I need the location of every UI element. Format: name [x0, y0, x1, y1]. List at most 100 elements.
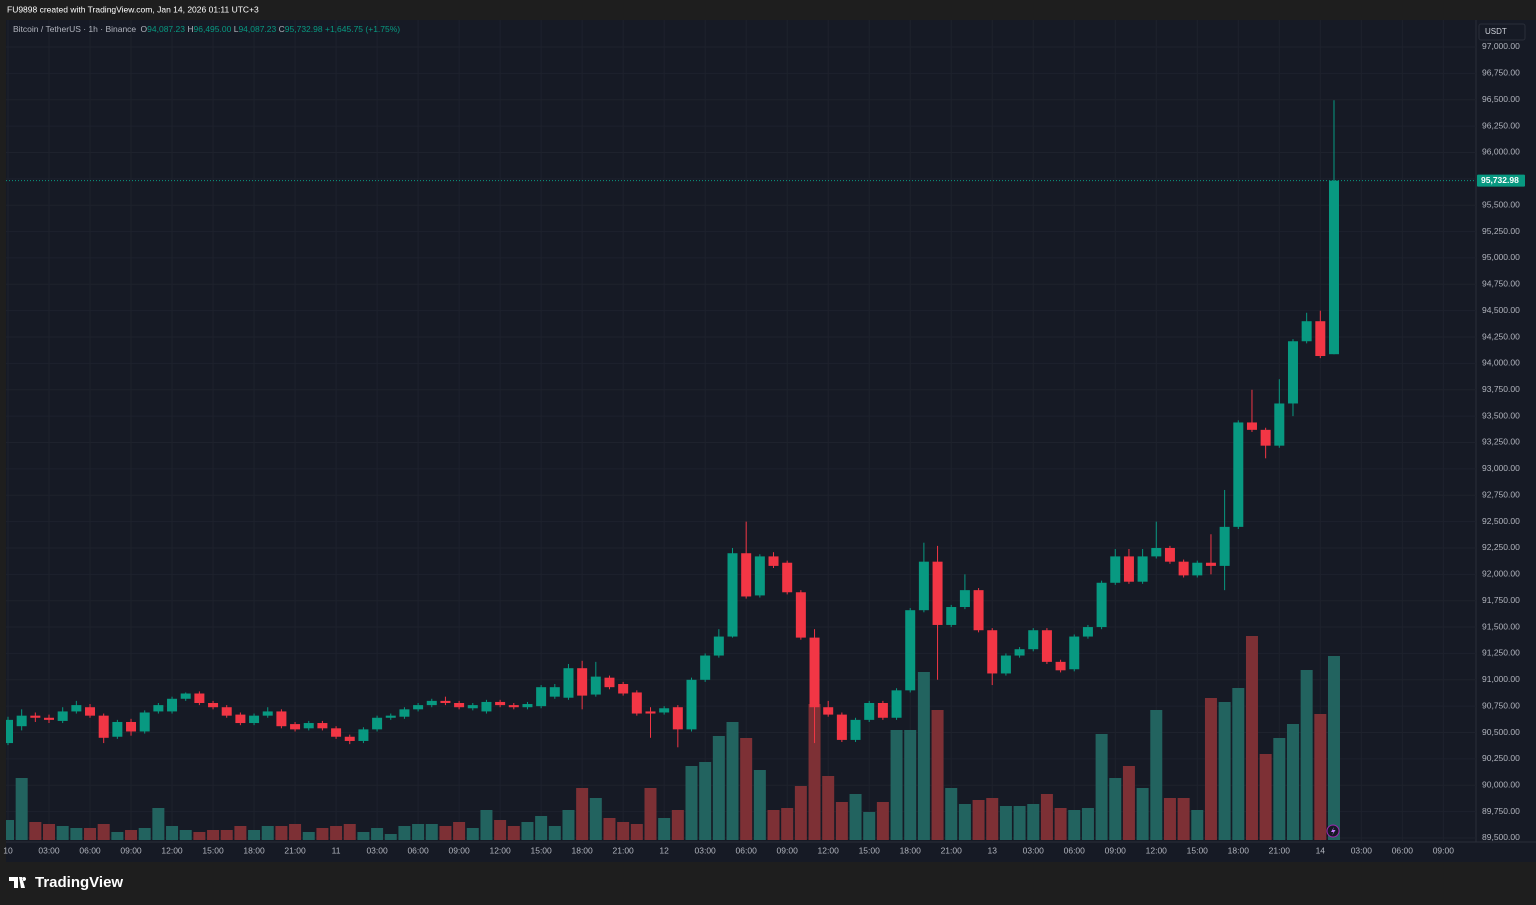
- candle-body: [577, 668, 588, 696]
- volume-bar: [849, 794, 862, 840]
- candle-body: [809, 637, 820, 708]
- volume-bar: [193, 832, 206, 840]
- volume-bar: [166, 826, 179, 840]
- candle-body: [741, 553, 752, 597]
- y-tick-label: 92,500.00: [1482, 516, 1520, 526]
- candle-body: [1110, 556, 1121, 583]
- candle-body: [973, 590, 984, 631]
- volume-bar: [425, 824, 438, 840]
- y-tick-label: 93,250.00: [1482, 437, 1520, 447]
- volume-bar: [330, 826, 343, 840]
- y-tick-label: 94,250.00: [1482, 331, 1520, 341]
- candle-body: [1028, 630, 1039, 650]
- legend-key: L: [234, 24, 239, 34]
- candle-body: [331, 728, 342, 737]
- volume-bar: [712, 736, 725, 840]
- candle-body: [426, 700, 437, 706]
- volume-bar: [289, 824, 302, 840]
- candle-body: [877, 702, 888, 718]
- candle-body: [549, 687, 560, 697]
- candle-body: [1014, 649, 1025, 656]
- event-icon-glyph: [1331, 827, 1336, 836]
- volume-bar: [917, 672, 930, 840]
- legend-key: C: [279, 24, 285, 34]
- y-tick-label: 90,250.00: [1482, 753, 1520, 763]
- candle-body: [659, 708, 670, 713]
- x-tick-label: 21:00: [284, 845, 306, 855]
- y-tick-label: 93,000.00: [1482, 463, 1520, 473]
- volume-bar: [1122, 766, 1135, 840]
- candle-body: [139, 712, 150, 732]
- x-tick-label: 15:00: [859, 845, 881, 855]
- candle-body: [618, 684, 629, 694]
- candles: [6, 100, 1476, 748]
- volume-bar: [316, 828, 329, 840]
- candle-body: [1137, 556, 1148, 582]
- volume-bar: [671, 810, 684, 840]
- candle-body: [1205, 562, 1216, 566]
- legend: Bitcoin / TetherUS · 1h · Binance O94,08…: [13, 24, 400, 34]
- candle-body: [180, 693, 191, 699]
- volume-bar: [275, 826, 288, 840]
- candle-body: [590, 676, 601, 695]
- volume-bar: [70, 828, 83, 840]
- volume-bar: [439, 826, 452, 840]
- volume-bar: [125, 830, 138, 840]
- y-tick-label: 92,750.00: [1482, 489, 1520, 499]
- candle-body: [98, 715, 109, 738]
- x-tick-label: 12:00: [1146, 845, 1168, 855]
- candle-body: [823, 707, 834, 715]
- volume-bar: [152, 808, 165, 840]
- candle-body: [358, 729, 369, 741]
- brand-logo[interactable]: TradingView: [9, 874, 123, 891]
- y-tick-label: 95,000.00: [1482, 252, 1520, 262]
- y-tick-label: 93,750.00: [1482, 384, 1520, 394]
- volume-bar: [384, 834, 397, 840]
- last-price-label: 95,732.98: [1481, 175, 1519, 185]
- volume-bar: [1218, 702, 1231, 840]
- volume-bar: [876, 802, 889, 840]
- legend-change: +1,645.75 (+1.75%): [325, 24, 400, 34]
- y-tick-label: 92,250.00: [1482, 542, 1520, 552]
- y-tick-label: 93,500.00: [1482, 410, 1520, 420]
- volume-bar: [808, 704, 821, 840]
- volume-bar: [781, 808, 794, 840]
- y-tick-label: 96,500.00: [1482, 94, 1520, 104]
- y-tick-label: 89,500.00: [1482, 832, 1520, 842]
- volume-bar: [630, 824, 643, 840]
- volume-bar: [617, 822, 630, 840]
- candle-body: [686, 679, 697, 730]
- volume-bar: [835, 802, 848, 840]
- x-tick-label: 12:00: [818, 845, 840, 855]
- volume-bar: [466, 828, 479, 840]
- candle-body: [1082, 627, 1093, 637]
- volume-bar: [1177, 798, 1190, 840]
- grid: [6, 20, 1476, 842]
- x-tick-label: 18:00: [900, 845, 922, 855]
- y-tick-label: 90,000.00: [1482, 780, 1520, 790]
- candle-body: [836, 714, 847, 740]
- candle-body: [1041, 630, 1052, 662]
- candle-body: [1260, 429, 1271, 446]
- volume-bar: [794, 786, 807, 840]
- volume-bar: [248, 830, 261, 840]
- volume-bar: [945, 788, 958, 840]
- candle-body: [1000, 655, 1011, 674]
- candle-body: [768, 556, 779, 566]
- candle-body: [1123, 556, 1134, 582]
- candle-body: [454, 702, 465, 708]
- candle-body: [727, 553, 738, 637]
- volume-bar: [576, 788, 589, 840]
- volume-bar: [507, 826, 520, 840]
- volume-bar: [863, 812, 876, 840]
- volume-bar: [740, 738, 753, 840]
- volume-bar: [220, 830, 233, 840]
- candle-body: [317, 723, 328, 729]
- x-tick-label: 11: [332, 845, 341, 855]
- candle-body: [1246, 422, 1257, 430]
- y-tick-label: 90,750.00: [1482, 700, 1520, 710]
- x-tick-label: 06:00: [407, 845, 429, 855]
- candle-body: [1164, 547, 1175, 562]
- candle-body: [604, 677, 615, 688]
